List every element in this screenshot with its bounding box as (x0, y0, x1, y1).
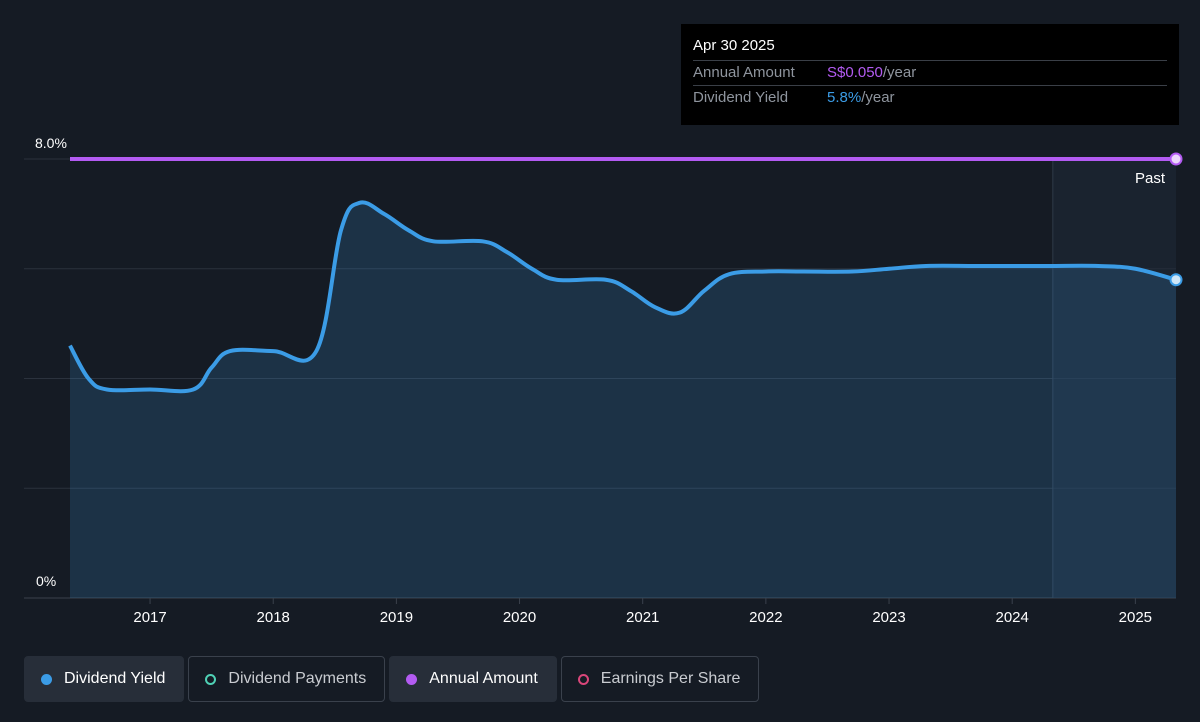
legend-dot-icon (406, 673, 418, 685)
x-tick-label: 2019 (380, 609, 413, 626)
x-tick-label: 2024 (996, 609, 1029, 626)
tooltip-date: Apr 30 2025 (693, 37, 775, 54)
legend-ring-icon (205, 673, 217, 685)
legend-item-earnings-per-share[interactable]: Earnings Per Share (560, 656, 760, 702)
tooltip-unit: /year (861, 89, 895, 106)
x-tick-label: 2023 (872, 609, 905, 626)
legend-label: Annual Amount (429, 670, 538, 687)
dividend-chart: 8.0% 0% Past 2017 2018 2019 2020 2021 2022 202… (24, 135, 1183, 626)
y-axis-bottom-label: 0% (36, 573, 56, 589)
legend-item-dividend-payments[interactable]: Dividend Payments (188, 656, 386, 702)
annual-amount-end-point[interactable] (1169, 152, 1183, 166)
dividend-yield-end-point[interactable] (1169, 273, 1183, 287)
legend-ring-icon (577, 673, 589, 685)
tooltip-label: Dividend Yield (693, 89, 789, 106)
x-tick-label: 2022 (749, 609, 782, 626)
tooltip-row-annual-amount: Annual Amount S$0.050 /year (693, 60, 1167, 85)
past-label: Past (1135, 170, 1166, 187)
legend: Dividend Yield Dividend Payments Annual … (24, 656, 760, 702)
x-tick-label: 2017 (133, 609, 166, 626)
x-tick-label: 2018 (257, 609, 290, 626)
past-region (1052, 159, 1176, 598)
legend-item-annual-amount[interactable]: Annual Amount (389, 656, 557, 702)
legend-item-dividend-yield[interactable]: Dividend Yield (24, 656, 185, 702)
legend-label: Dividend Payments (228, 670, 367, 687)
tooltip-row-dividend-yield: Dividend Yield 5.8% /year (693, 85, 1167, 110)
legend-dot-icon (41, 673, 52, 685)
legend-label: Earnings Per Share (600, 670, 741, 687)
tooltip-value: S$0.050 (827, 64, 883, 81)
legend-label: Dividend Yield (64, 670, 166, 687)
x-axis-ticks: 2017 2018 2019 2020 2021 2022 2023 2024 2025 (133, 598, 1152, 626)
tooltip-unit: /year (882, 64, 917, 81)
y-axis-top-label: 8.0% (35, 135, 67, 151)
x-tick-label: 2020 (503, 609, 536, 626)
x-tick-label: 2021 (626, 609, 659, 626)
x-tick-label: 2025 (1119, 609, 1152, 626)
tooltip: Apr 30 2025 Annual Amount S$0.050 /year … (681, 24, 1179, 125)
tooltip-value: 5.8% (827, 89, 862, 106)
dividend-yield-line (68, 200, 1177, 394)
dividend-yield-area (70, 202, 1176, 599)
tooltip-label: Annual Amount (693, 64, 795, 81)
